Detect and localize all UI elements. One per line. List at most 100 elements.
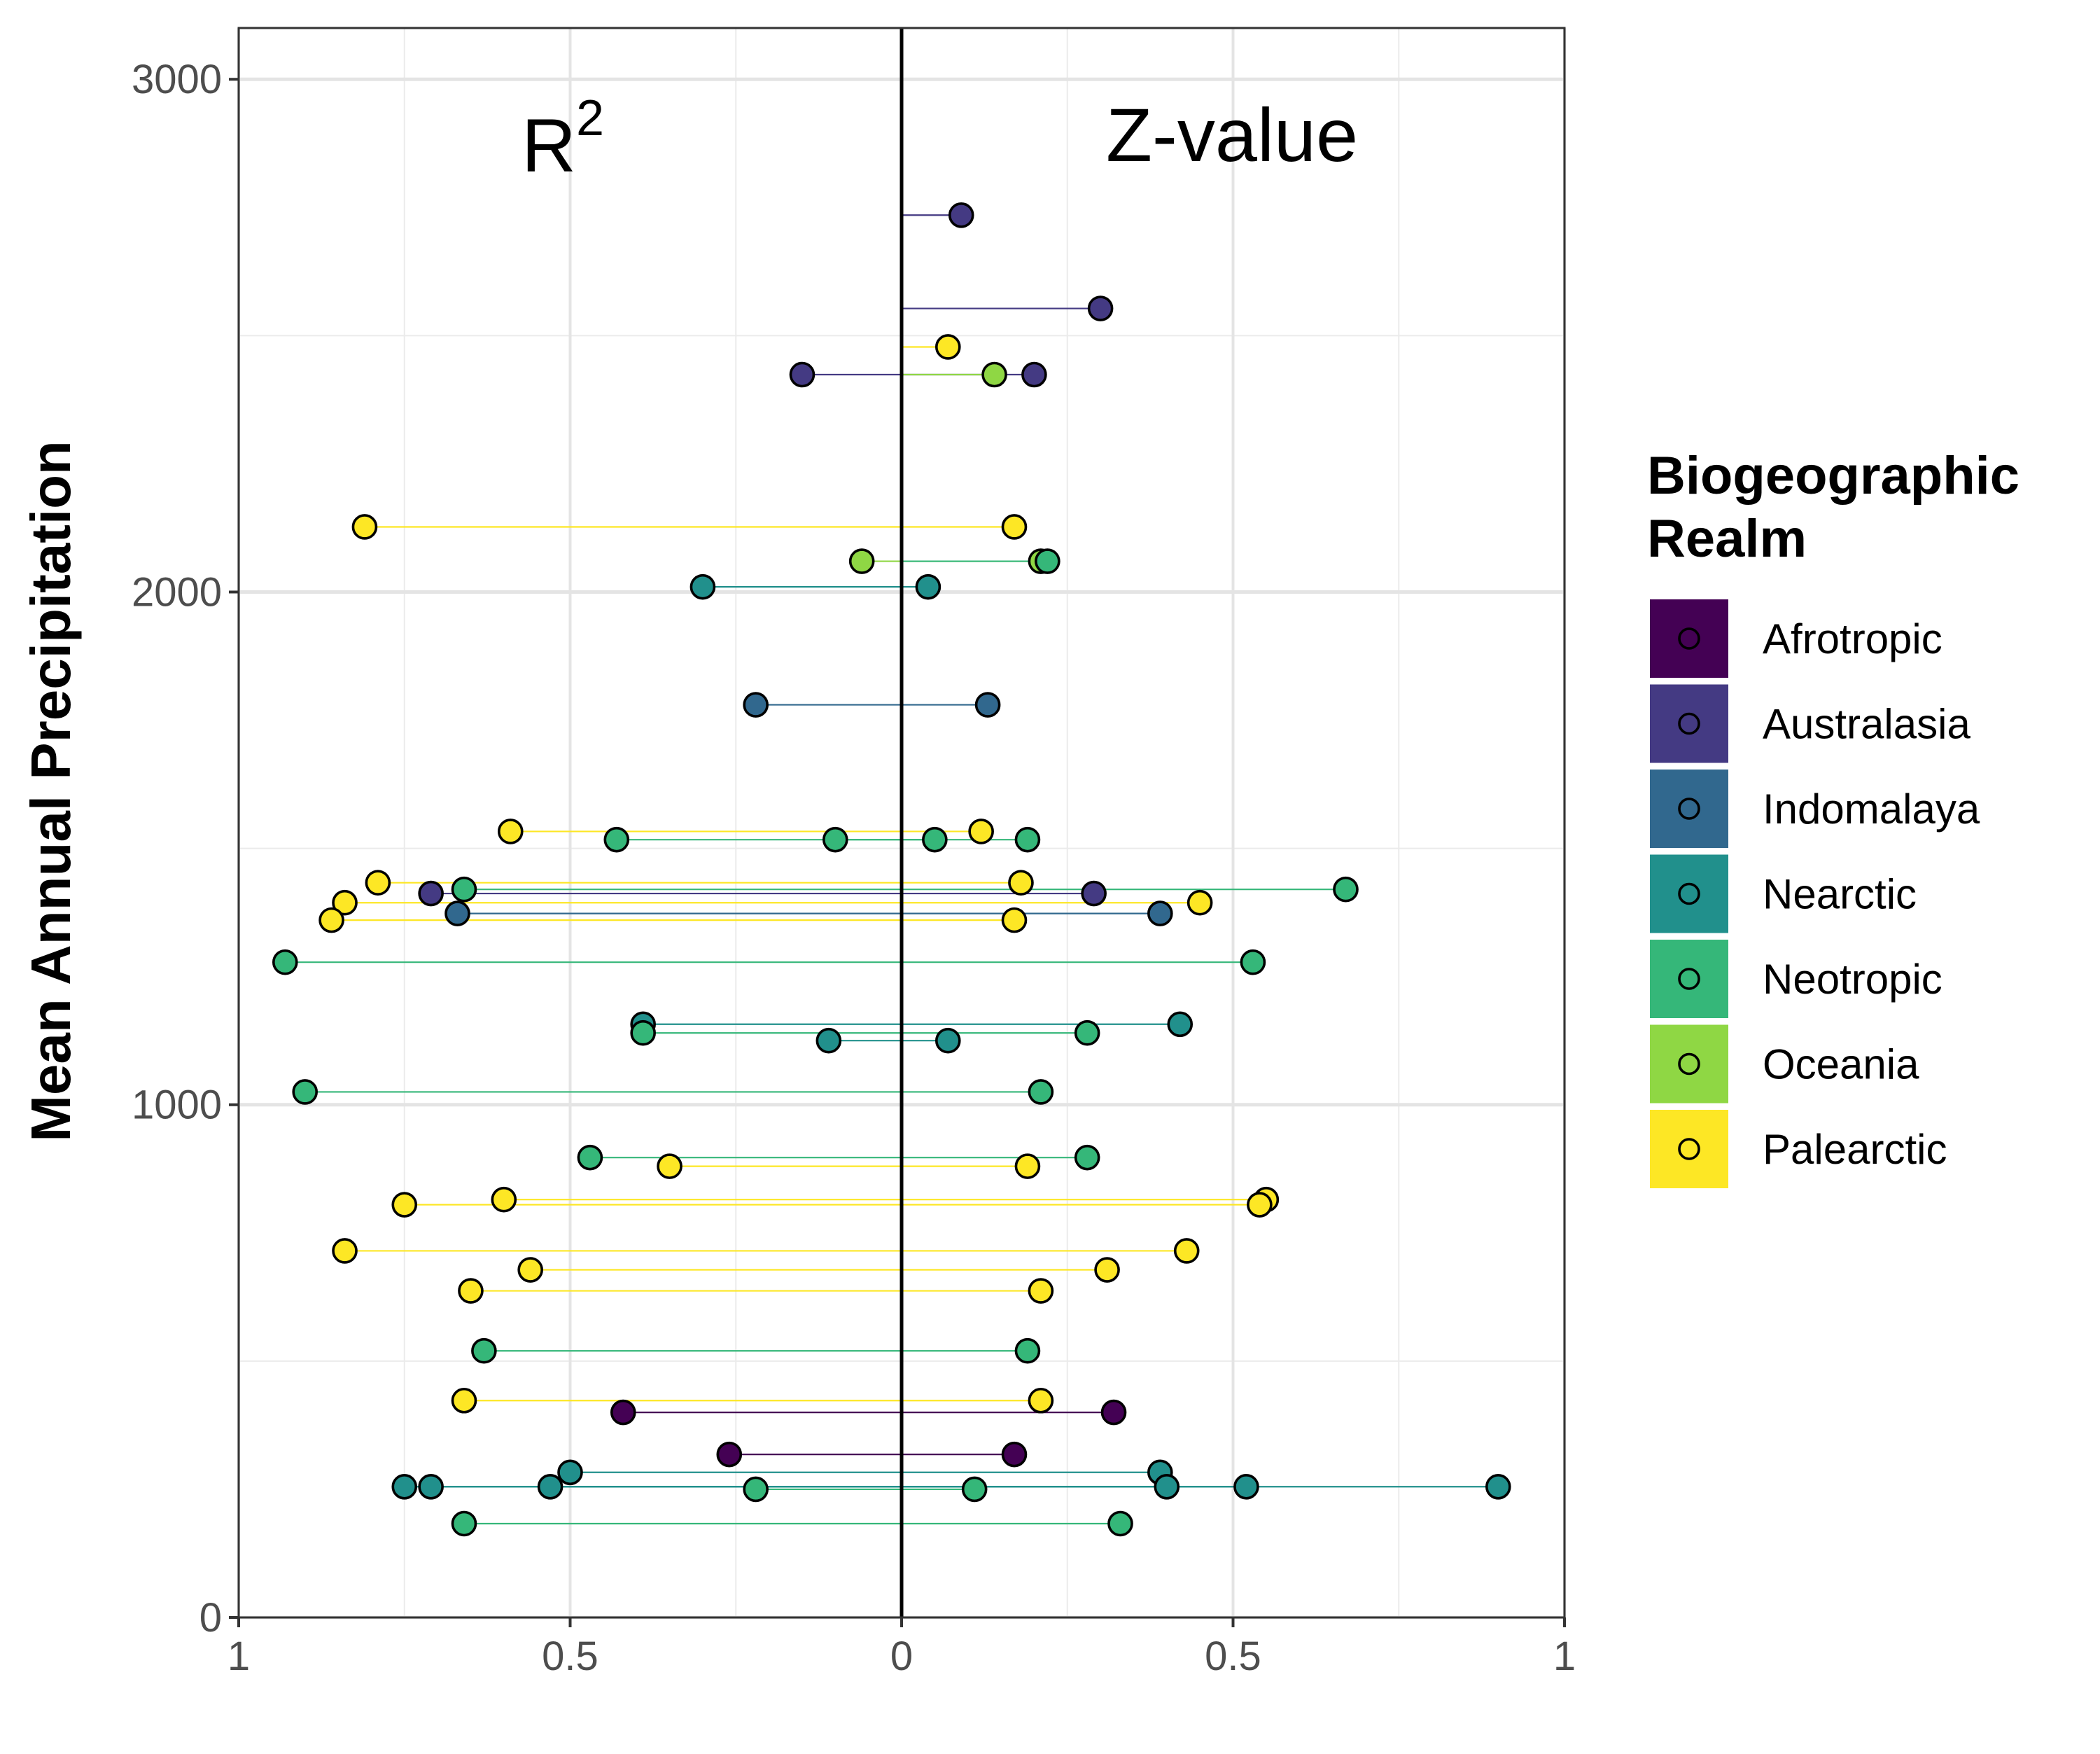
point-z-value-palearctic bbox=[1008, 870, 1034, 896]
point-z-value-nearctic bbox=[1167, 1011, 1194, 1038]
point-z-value-oceania bbox=[981, 361, 1007, 388]
y-tick-label: 1000 bbox=[132, 1083, 222, 1128]
legend-key-nearctic bbox=[1650, 854, 1728, 933]
point-r2-australasia bbox=[418, 880, 444, 907]
point-z-value-australasia bbox=[1087, 295, 1114, 321]
legend-key-palearctic bbox=[1650, 1110, 1728, 1188]
point-z-value-neotropic bbox=[1014, 1337, 1041, 1364]
point-z-value-neotropic bbox=[1240, 949, 1266, 975]
point-r2-palearctic bbox=[458, 1278, 484, 1304]
point-z-value-palearctic bbox=[1001, 907, 1028, 933]
point-r2-neotropic bbox=[451, 876, 477, 903]
point-z-value-australasia bbox=[1021, 361, 1047, 388]
point-r2-palearctic bbox=[657, 1153, 682, 1179]
point-z-value-afrotropic bbox=[1001, 1441, 1028, 1468]
panel-label-z-value: Z-value bbox=[1106, 92, 1358, 177]
legend-label-oceania: Oceania bbox=[1763, 1041, 1919, 1088]
legend-key-point bbox=[1678, 798, 1700, 820]
point-z-value-australasia bbox=[1081, 880, 1107, 907]
point-r2-palearctic bbox=[365, 870, 391, 896]
legend-label-neotropic: Neotropic bbox=[1763, 956, 1942, 1003]
point-z-value-nearctic bbox=[915, 573, 941, 600]
point-z-value-palearctic bbox=[934, 334, 961, 360]
point-r2-afrotropic bbox=[610, 1399, 636, 1426]
point-z-value-nearctic bbox=[1485, 1473, 1511, 1500]
point-z-value-neotropic bbox=[961, 1476, 988, 1503]
x-tick-label: 0.5 bbox=[1205, 1634, 1261, 1679]
legend-label-australasia: Australasia bbox=[1763, 701, 1970, 748]
point-r2-nearctic bbox=[418, 1473, 444, 1500]
x-tick-label: 1 bbox=[1553, 1634, 1576, 1679]
point-z-value-nearctic bbox=[1154, 1473, 1180, 1500]
point-r2-neotropic bbox=[292, 1079, 318, 1105]
point-r2-neotropic bbox=[272, 949, 298, 975]
legend-items: Afrotropic Australasia Indomalaya Nearctic N… bbox=[1650, 599, 1980, 1188]
point-z-value-neotropic bbox=[1107, 1510, 1133, 1537]
legend-title-line-2: Realm bbox=[1647, 509, 1807, 569]
point-z-value-nearctic bbox=[1233, 1473, 1259, 1500]
x-tick-label: 1 bbox=[227, 1634, 250, 1679]
point-z-value-neotropic bbox=[1035, 548, 1060, 574]
point-z-value-australasia bbox=[948, 202, 974, 228]
chart-text: R2 Z-value Mean Annual Precipitation bbox=[20, 90, 1358, 1142]
x-tick-label: 0 bbox=[890, 1634, 913, 1679]
point-z-value-nearctic bbox=[934, 1027, 961, 1054]
legend-title: Biogeographic bbox=[1647, 446, 2019, 506]
legend-key-point bbox=[1678, 1052, 1700, 1076]
point-z-value-palearctic bbox=[1028, 1278, 1054, 1304]
point-z-value-indomalaya bbox=[974, 692, 1001, 718]
point-r2-palearctic bbox=[497, 819, 524, 844]
point-z-value-palearctic bbox=[1173, 1238, 1200, 1264]
point-r2-australasia bbox=[789, 361, 816, 388]
legend-key-point bbox=[1678, 1138, 1700, 1160]
point-r2-neotropic bbox=[603, 826, 630, 853]
point-r2-oceania bbox=[848, 548, 875, 574]
legend-key-australasia bbox=[1650, 684, 1728, 763]
x-tick-label: 0.5 bbox=[542, 1634, 598, 1679]
y-tick-label: 2000 bbox=[132, 569, 222, 615]
y-tick-label: 3000 bbox=[132, 57, 222, 102]
legend-key-point bbox=[1678, 882, 1700, 905]
point-r2-afrotropic bbox=[716, 1441, 743, 1468]
legend-label-palearctic: Palearctic bbox=[1763, 1126, 1947, 1173]
point-r2-neotropic bbox=[471, 1337, 497, 1364]
point-z-value-neotropic bbox=[1028, 1079, 1054, 1105]
point-r2-palearctic bbox=[451, 1387, 477, 1414]
legend-label-indomalaya: Indomalaya bbox=[1763, 786, 1980, 833]
point-r2-neotropic bbox=[822, 826, 848, 853]
point-z-value-palearctic bbox=[1247, 1192, 1273, 1218]
point-z-value-neotropic bbox=[1074, 1019, 1100, 1046]
point-z-value-afrotropic bbox=[1100, 1399, 1127, 1426]
point-z-value-neotropic bbox=[1333, 876, 1359, 903]
point-r2-palearctic bbox=[491, 1186, 517, 1213]
legend-key-neotropic bbox=[1650, 940, 1728, 1018]
point-r2-neotropic bbox=[743, 1476, 769, 1503]
point-r2-palearctic bbox=[517, 1257, 543, 1283]
point-z-value-neotropic bbox=[1014, 826, 1041, 853]
legend-key-oceania bbox=[1650, 1024, 1728, 1104]
point-r2-nearctic bbox=[690, 573, 716, 600]
legend-key-indomalaya bbox=[1650, 770, 1728, 848]
point-r2-palearctic bbox=[351, 514, 378, 540]
point-r2-nearctic bbox=[391, 1473, 418, 1500]
point-z-value-neotropic bbox=[1074, 1144, 1100, 1171]
point-z-value-palearctic bbox=[1094, 1257, 1120, 1283]
legend-key-point bbox=[1678, 968, 1700, 990]
point-r2-palearctic bbox=[318, 907, 344, 933]
legend-key-point bbox=[1678, 627, 1700, 650]
point-r2-neotropic bbox=[577, 1144, 603, 1171]
point-r2-indomalaya bbox=[743, 692, 769, 718]
point-r2-indomalaya bbox=[444, 900, 470, 926]
point-r2-palearctic bbox=[391, 1192, 418, 1218]
y-tick-label: 0 bbox=[200, 1595, 222, 1641]
point-z-value-palearctic bbox=[1001, 514, 1028, 540]
panel-label-r2: R2 bbox=[522, 90, 604, 188]
point-r2-palearctic bbox=[332, 889, 358, 916]
point-z-value-indomalaya bbox=[1147, 900, 1173, 926]
legend-key-point bbox=[1678, 712, 1700, 735]
point-r2-palearctic bbox=[332, 1238, 358, 1264]
point-r2-neotropic bbox=[630, 1019, 656, 1046]
legend-label-nearctic: Nearctic bbox=[1763, 871, 1917, 918]
